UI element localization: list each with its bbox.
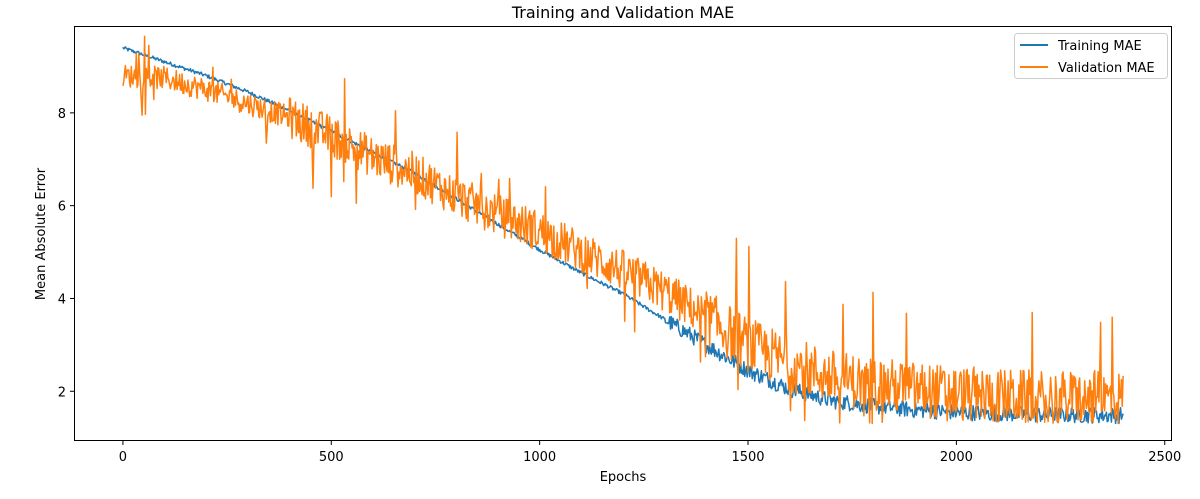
legend-box <box>1014 33 1168 79</box>
x-tick-label: 1000 <box>523 450 556 465</box>
chart-title: Training and Validation MAE <box>511 3 734 22</box>
y-tick-label: 6 <box>58 200 66 215</box>
y-axis-label: Mean Absolute Error <box>34 167 49 300</box>
x-tick-label: 1500 <box>731 450 764 465</box>
plot-frame <box>74 26 1172 441</box>
x-tick-label: 2000 <box>940 450 973 465</box>
y-tick-label: 8 <box>58 107 66 122</box>
legend: Training MAE Validation MAE <box>1014 33 1168 79</box>
training-mae-line <box>122 46 1124 425</box>
x-tick-label: 0 <box>119 450 127 465</box>
axes-layer: 0 500 1000 1500 2000 2500 2 4 6 8 <box>58 107 1182 465</box>
x-tick-label: 2500 <box>1148 450 1181 465</box>
x-axis-label: Epochs <box>600 470 647 485</box>
y-tick-label: 2 <box>58 385 66 400</box>
y-tick-label: 4 <box>58 292 66 307</box>
legend-label-training: Training MAE <box>1057 39 1142 54</box>
x-tick-label: 500 <box>319 450 344 465</box>
legend-label-validation: Validation MAE <box>1058 61 1155 76</box>
series-layer <box>122 35 1124 425</box>
validation-mae-line <box>122 35 1124 425</box>
